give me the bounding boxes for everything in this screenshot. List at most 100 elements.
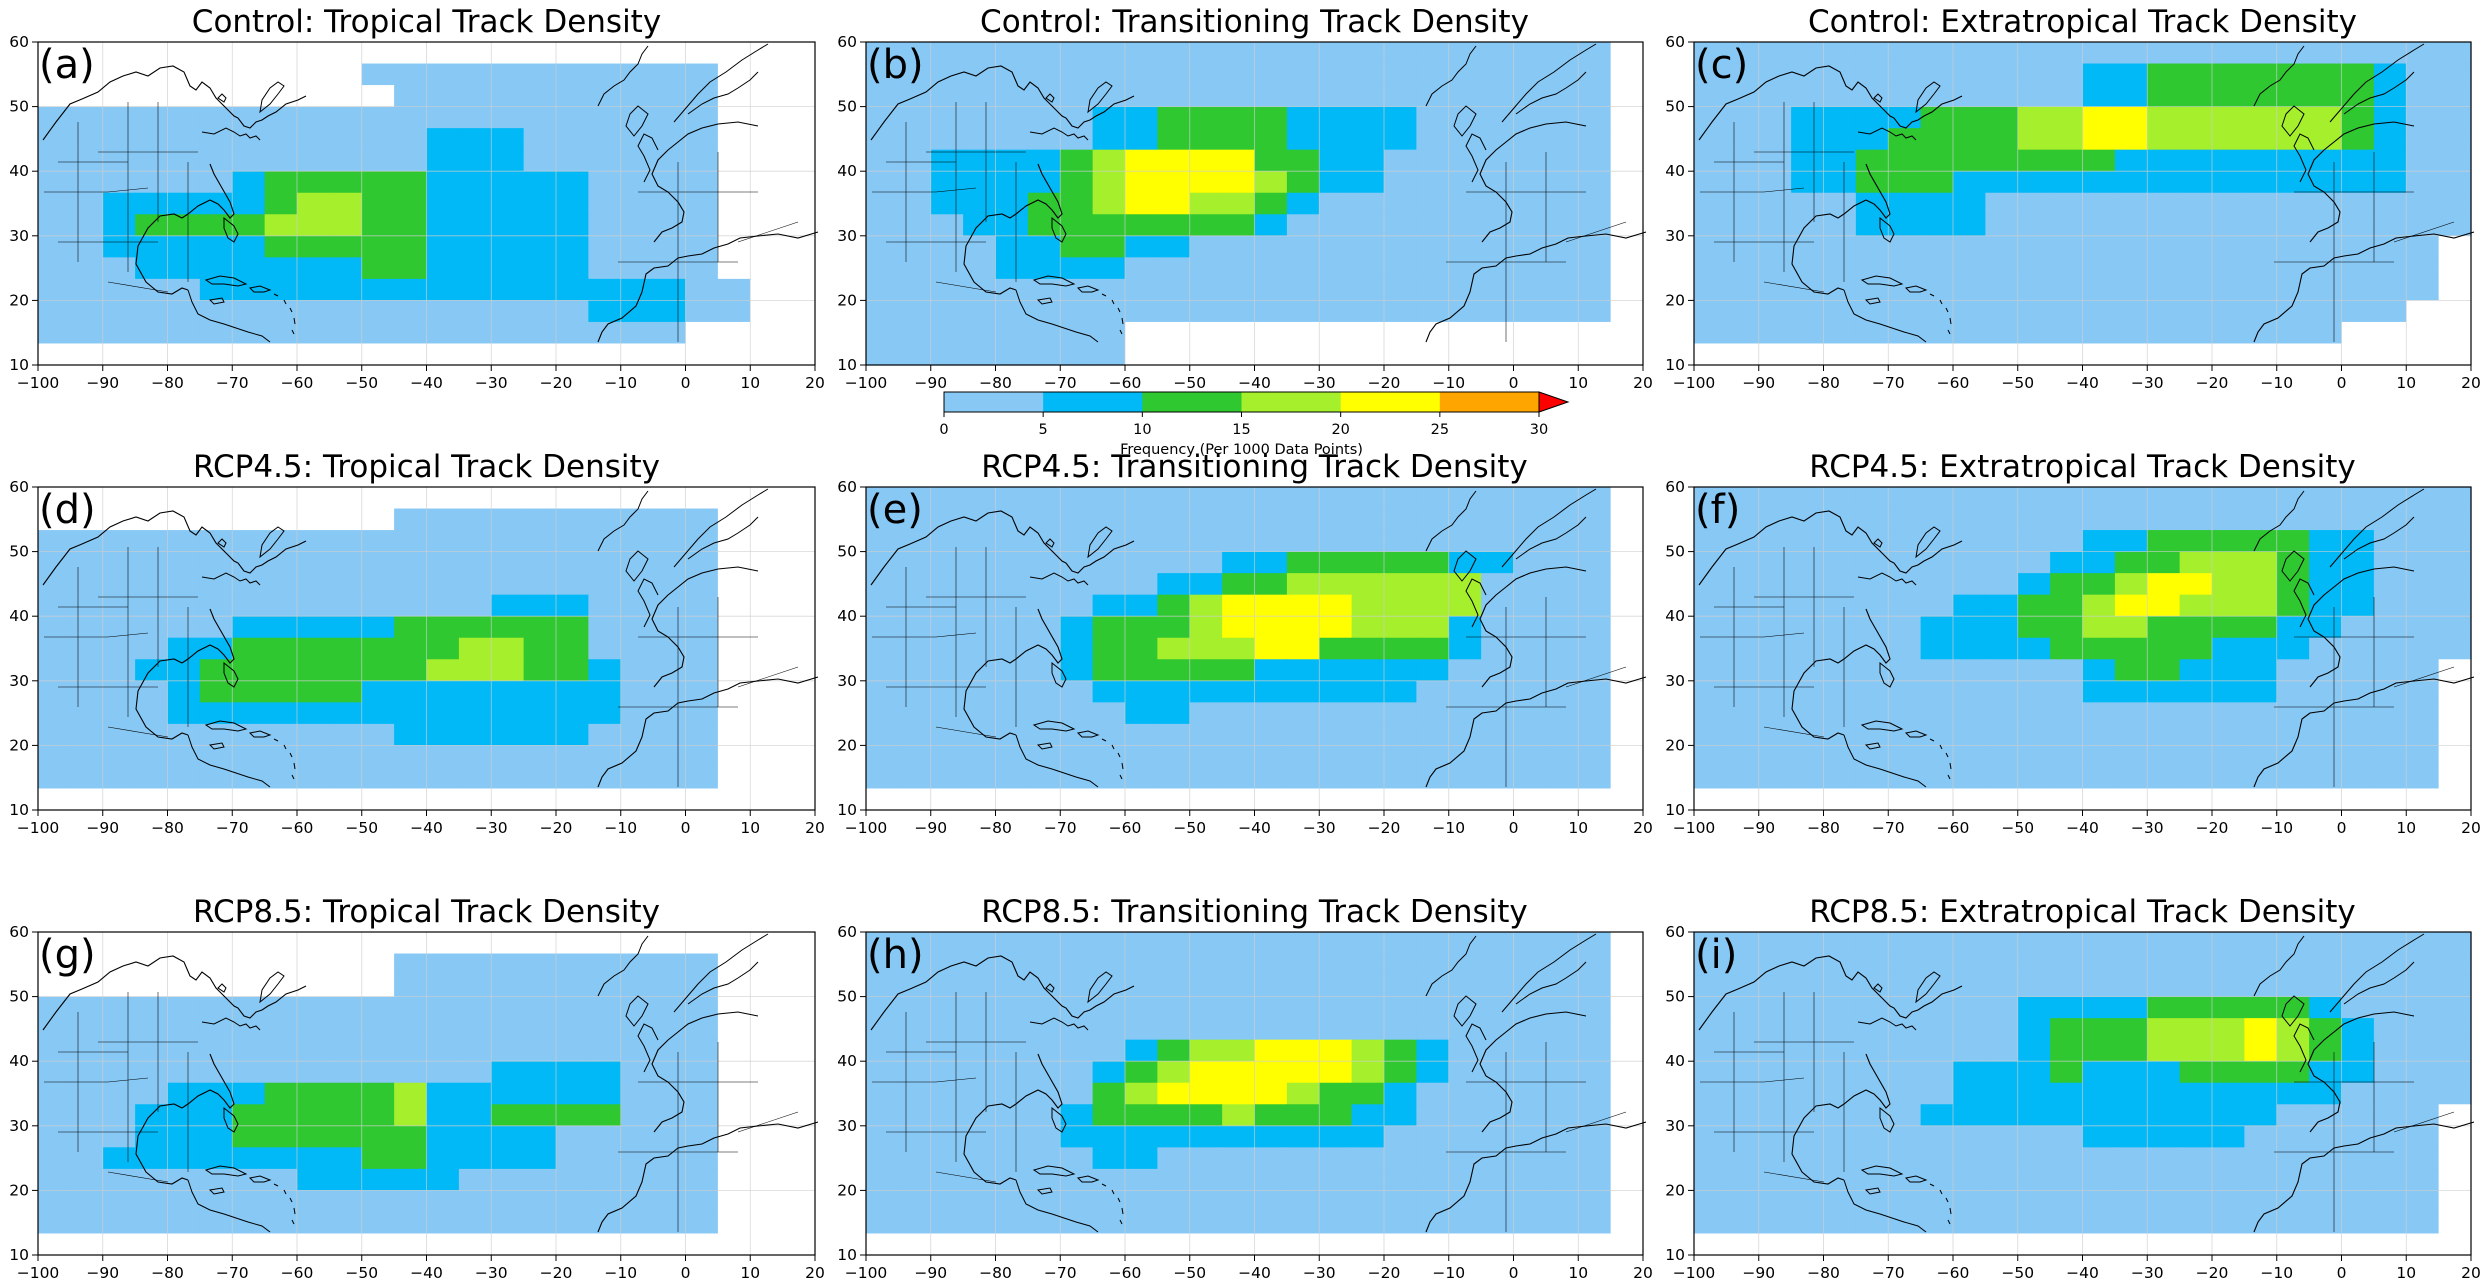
density-cell — [70, 192, 104, 215]
lon-tick-label: −90 — [86, 819, 119, 837]
density-cell — [523, 975, 557, 998]
density-cell — [2147, 975, 2181, 998]
density-cell — [1694, 1233, 1727, 1256]
density-cell — [1920, 106, 1954, 129]
lon-tick-label: 20 — [1633, 374, 1653, 392]
density-cell — [1920, 85, 1954, 108]
map-panel: −100 −90 −80 −70 −60 −50 −40 −30 −20 −10 0 10 201020… — [1665, 894, 2481, 1282]
density-cell — [1953, 594, 1986, 617]
density-cell — [782, 932, 816, 955]
density-cell — [1125, 616, 1158, 639]
density-cell — [750, 1039, 784, 1062]
density-cell — [782, 996, 816, 1019]
density-cell — [1610, 1233, 1644, 1256]
density-cell — [1125, 594, 1158, 617]
lat-tick-label: 10 — [9, 356, 29, 374]
density-cell — [1189, 975, 1223, 998]
density-cell — [717, 788, 751, 811]
density-cell — [1953, 1190, 1986, 1213]
density-cell — [1092, 257, 1126, 280]
lon-tick-label: −20 — [2196, 819, 2229, 837]
density-cell — [199, 551, 233, 574]
density-cell — [199, 106, 233, 129]
density-cell — [1027, 278, 1061, 301]
density-cell — [1694, 996, 1727, 1019]
density-cell — [782, 702, 816, 725]
density-cell — [620, 257, 654, 280]
density-cell — [1855, 257, 1889, 280]
density-cell — [2373, 508, 2407, 531]
density-cell — [329, 1104, 363, 1127]
density-cell — [1416, 257, 1450, 280]
density-cell — [1545, 235, 1579, 258]
density-cell — [1481, 257, 1515, 280]
lon-tick-label: −90 — [86, 374, 119, 392]
density-cell — [1726, 300, 1760, 323]
density-cell — [426, 1018, 460, 1041]
density-cell — [38, 300, 71, 323]
density-cell — [2406, 1061, 2440, 1084]
density-cell — [1694, 1018, 1727, 1041]
density-cell — [102, 1125, 136, 1148]
density-cell — [167, 192, 201, 215]
density-cell — [1920, 192, 1954, 215]
lon-tick-label: −10 — [604, 1264, 637, 1282]
density-cell — [1823, 702, 1857, 725]
density-cell — [2114, 996, 2148, 1019]
density-cell — [2147, 128, 2181, 151]
density-cell — [2050, 594, 2084, 617]
density-cell — [361, 257, 395, 280]
lat-tick-label: 20 — [837, 1181, 857, 1199]
density-cell — [1578, 723, 1612, 746]
density-cell — [394, 788, 428, 811]
lat-tick-label: 60 — [9, 478, 29, 496]
density-cell — [2373, 128, 2407, 151]
density-cell — [1726, 702, 1760, 725]
density-cell — [232, 953, 266, 976]
density-cell — [1286, 1018, 1320, 1041]
density-cell — [717, 953, 751, 976]
density-cell — [1513, 128, 1547, 151]
density-cell — [2341, 171, 2375, 194]
density-cell — [588, 85, 622, 108]
density-cell — [523, 63, 557, 86]
density-cell — [866, 1168, 899, 1191]
density-cell — [898, 551, 932, 574]
density-cell — [1920, 300, 1954, 323]
density-cell — [750, 766, 784, 790]
density-cell — [1319, 975, 1353, 998]
lon-tick-label: 20 — [2461, 819, 2481, 837]
density-cell — [2050, 680, 2084, 703]
density-cell — [70, 530, 104, 553]
density-cell — [523, 573, 557, 596]
density-cell — [1319, 573, 1353, 596]
density-cell — [167, 85, 201, 108]
density-cell — [2017, 745, 2051, 768]
density-cell — [1855, 487, 1889, 510]
density-cell — [1888, 594, 1922, 617]
density-cell — [1578, 171, 1612, 194]
density-cell — [199, 975, 233, 998]
density-cell — [458, 128, 492, 151]
density-cell — [2373, 42, 2407, 65]
density-cell — [135, 1018, 169, 1041]
density-cell — [1481, 214, 1515, 237]
density-cell — [1481, 1233, 1515, 1256]
density-cell — [394, 1125, 428, 1148]
density-cell — [2179, 128, 2213, 151]
density-cell — [2212, 63, 2245, 86]
density-cell — [361, 1168, 395, 1191]
density-cell — [135, 508, 169, 531]
density-cell — [2050, 1147, 2084, 1170]
density-cell — [1351, 171, 1385, 194]
density-cell — [1920, 321, 1954, 345]
density-cell — [1448, 1018, 1482, 1041]
density-cell — [1125, 508, 1158, 531]
density-cell — [2406, 551, 2440, 574]
density-cell — [2114, 616, 2148, 639]
density-cell — [1758, 85, 1792, 108]
density-cell — [1545, 171, 1579, 194]
density-cell — [2276, 1104, 2310, 1127]
density-cell — [898, 1104, 932, 1127]
density-cell — [1888, 63, 1922, 86]
